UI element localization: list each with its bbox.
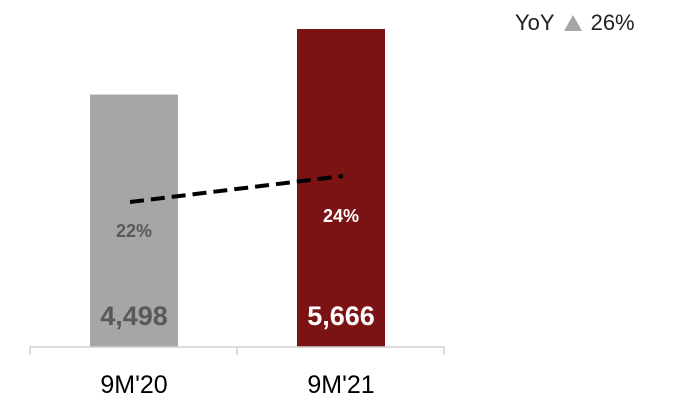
x-tick-label-1: 9M'21 [307, 371, 374, 399]
ratio-line-group [129, 174, 344, 204]
yoy-indicator: YoY 26% [515, 10, 635, 36]
bars-group [90, 29, 385, 347]
ratio-dashed-line [129, 174, 344, 204]
bar-0 [90, 94, 178, 347]
bar-value-label-1: 5,666 [307, 301, 375, 331]
ratio-label-0: 22% [116, 221, 152, 241]
bar-1 [297, 29, 385, 347]
x-tick-label-0: 9M'20 [100, 371, 167, 399]
ratio-label-1: 24% [323, 206, 359, 226]
yoy-value: 26% [590, 10, 635, 35]
labels-group: 22% 24% 4,498 5,666 9M'20 9M'21 [100, 206, 375, 399]
yoy-label: YoY [515, 10, 555, 35]
bar-value-label-0: 4,498 [100, 301, 168, 331]
up-triangle-icon [563, 15, 582, 31]
